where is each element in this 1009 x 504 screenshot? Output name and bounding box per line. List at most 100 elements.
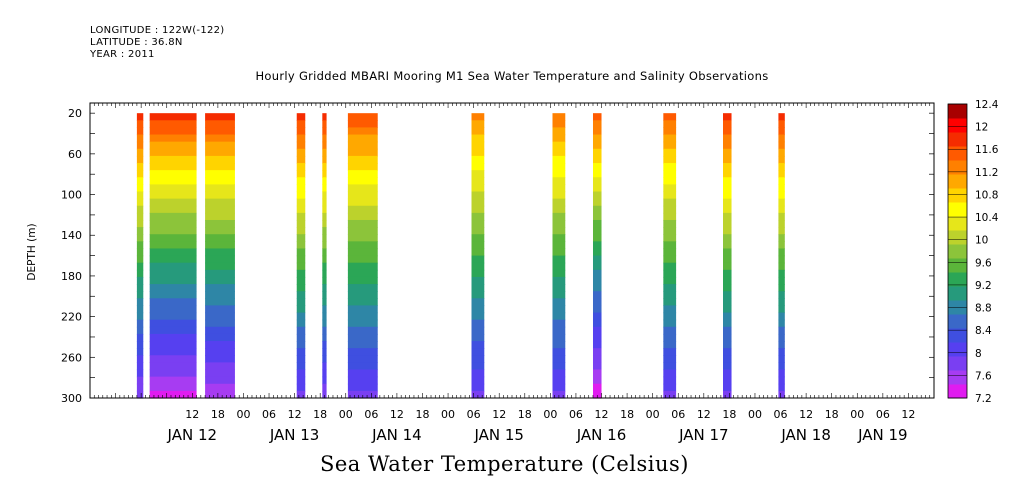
x-date-label: JAN 19 xyxy=(857,426,908,444)
data-cell xyxy=(723,241,732,250)
data-cell xyxy=(471,227,485,235)
data-cell xyxy=(592,148,602,157)
y-tick-label: 300 xyxy=(61,392,82,405)
colorbar-label: 12 xyxy=(975,122,988,134)
data-cell xyxy=(723,148,732,157)
data-cell xyxy=(149,369,197,378)
data-cell xyxy=(723,163,732,171)
x-date-label: JAN 12 xyxy=(167,426,218,444)
data-cell xyxy=(296,355,306,363)
data-cell xyxy=(471,390,485,399)
data-cell xyxy=(778,362,785,371)
data-cell xyxy=(778,383,785,392)
data-cell xyxy=(471,284,485,292)
colorbar-swatch xyxy=(948,384,967,399)
data-cell xyxy=(149,284,197,292)
data-cell xyxy=(205,355,235,363)
data-cell xyxy=(205,383,235,392)
data-cell xyxy=(205,255,235,264)
data-cell xyxy=(592,355,602,363)
data-cell xyxy=(552,163,566,171)
data-cell xyxy=(322,276,327,285)
data-cell xyxy=(347,305,378,314)
data-cell xyxy=(592,141,602,150)
data-cell xyxy=(322,148,327,157)
data-cell xyxy=(663,291,677,299)
data-block xyxy=(136,113,144,399)
data-cell xyxy=(296,205,306,214)
colorbar-label: 11.6 xyxy=(975,144,999,156)
data-cell xyxy=(136,319,144,328)
data-cell xyxy=(205,148,235,157)
data-cell xyxy=(322,170,327,178)
x-tick-label: 06 xyxy=(364,408,378,421)
data-cell xyxy=(552,113,566,121)
data-cell xyxy=(322,127,327,136)
data-cell xyxy=(296,248,306,257)
data-cell xyxy=(136,212,144,221)
data-cell xyxy=(552,191,566,200)
data-cell xyxy=(723,369,732,378)
data-cell xyxy=(136,205,144,214)
colorbar-label: 8.4 xyxy=(975,325,992,337)
colorbar-label: 9.2 xyxy=(975,280,992,292)
data-cell xyxy=(663,383,677,392)
data-cell xyxy=(723,312,732,321)
x-date-label: JAN 17 xyxy=(678,426,729,444)
x-tick-label: 00 xyxy=(748,408,762,421)
data-cell xyxy=(322,269,327,278)
data-cell xyxy=(205,177,235,185)
colorbar-label: 10.4 xyxy=(975,212,999,224)
data-cell xyxy=(205,113,235,121)
data-cell xyxy=(592,284,602,292)
y-tick-label: 140 xyxy=(61,229,82,242)
data-cell xyxy=(552,127,566,136)
data-cell xyxy=(471,127,485,136)
data-cell xyxy=(471,177,485,185)
data-cell xyxy=(136,284,144,292)
data-cell xyxy=(663,177,677,185)
data-cell xyxy=(136,276,144,285)
data-cell xyxy=(136,248,144,257)
data-cell xyxy=(552,219,566,228)
data-cell xyxy=(592,248,602,257)
data-cell xyxy=(149,219,197,228)
data-cell xyxy=(778,163,785,171)
x-tick-label: 00 xyxy=(339,408,353,421)
x-tick-label: 12 xyxy=(799,408,813,421)
colorbar-swatch xyxy=(948,258,967,273)
data-cell xyxy=(552,184,566,193)
data-cell xyxy=(322,369,327,378)
x-tick-label: 00 xyxy=(850,408,864,421)
data-cell xyxy=(778,141,785,150)
y-tick-label: 180 xyxy=(61,270,82,283)
data-cell xyxy=(205,333,235,342)
data-block xyxy=(663,113,677,399)
y-tick-label: 220 xyxy=(61,311,82,324)
data-cell xyxy=(149,376,197,385)
data-cell xyxy=(347,141,378,150)
data-cell xyxy=(136,383,144,392)
data-cell xyxy=(552,383,566,392)
data-cell xyxy=(592,362,602,371)
data-cell xyxy=(149,269,197,278)
data-cell xyxy=(663,184,677,193)
data-cell xyxy=(778,177,785,185)
data-cell xyxy=(205,362,235,371)
data-cell xyxy=(663,355,677,363)
data-block xyxy=(723,113,732,399)
data-cell xyxy=(552,348,566,356)
colorbar-swatch xyxy=(948,370,967,385)
data-cell xyxy=(322,312,327,321)
colorbar-label: 11.2 xyxy=(975,167,998,179)
data-cell xyxy=(136,113,144,121)
data-cell xyxy=(149,319,197,328)
data-cell xyxy=(322,241,327,250)
data-cell xyxy=(136,234,144,242)
data-cell xyxy=(296,333,306,342)
data-cell xyxy=(322,227,327,235)
data-cell xyxy=(552,305,566,314)
data-cell xyxy=(723,362,732,371)
data-cell xyxy=(592,155,602,164)
